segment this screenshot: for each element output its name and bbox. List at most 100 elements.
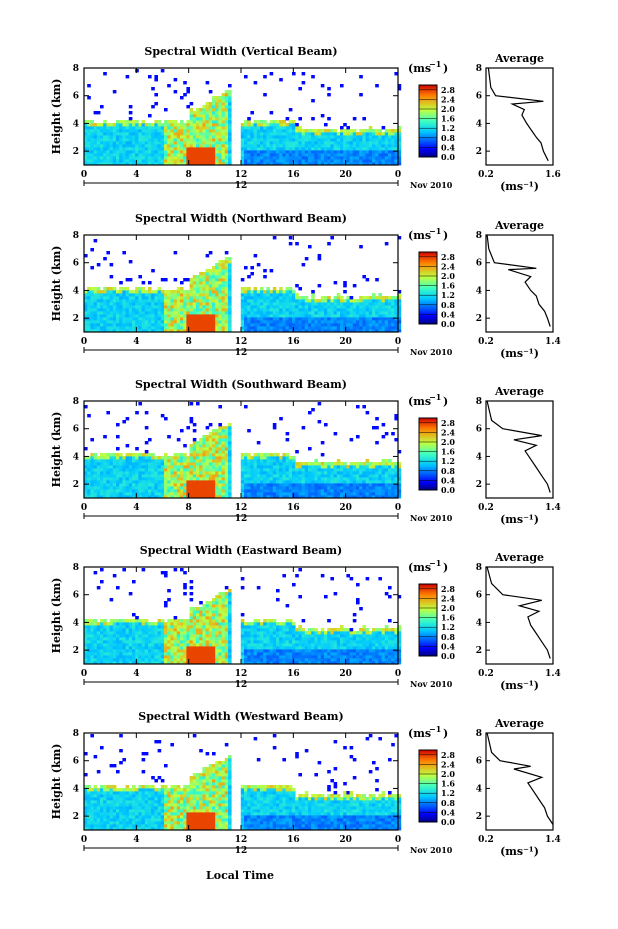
colorbar-tick-label: 1.6 [441, 281, 455, 291]
x-tick-label: 8 [186, 170, 192, 180]
x-tick-label: 0 [395, 337, 401, 347]
panel-1: Spectral Width (Vertical Beam) 2 4 6 8 Height… [50, 45, 561, 193]
colorbar-tick-label: 1.2 [441, 622, 455, 632]
chart-title: Spectral Width (Westward Beam) [138, 710, 343, 723]
colorbar-tick-label: 0.4 [441, 142, 455, 152]
y-tick-label: 8 [73, 397, 79, 407]
average-profile-line [486, 566, 551, 659]
average-y-tick-label: 4 [476, 286, 482, 296]
average-frame [485, 400, 554, 499]
colorbar-unit-exp: −1 [429, 558, 441, 568]
colorbar-tick-label: 2.8 [441, 584, 455, 594]
date-label: Nov 2010 [410, 845, 453, 855]
average-x-label: (ms⁻¹) [500, 679, 539, 692]
average-x-label: (ms⁻¹) [500, 347, 539, 360]
colorbar-unit-close: ) [443, 62, 448, 75]
average-title: Average [494, 551, 544, 564]
colorbar-tick-label: 0.4 [441, 475, 455, 485]
x-tick-label: 4 [133, 170, 139, 180]
x-tick-label: 20 [339, 835, 352, 845]
x-tick-label: 0 [81, 337, 87, 347]
x-tick-label: 4 [133, 337, 139, 347]
y-tick-label: 4 [73, 452, 79, 462]
average-profile-line [487, 67, 549, 162]
colorbar-unit: (ms [408, 62, 431, 75]
average-y-tick-label: 8 [476, 729, 482, 739]
colorbar [418, 417, 438, 491]
panel-4: Spectral Width (Eastward Beam) 2 4 6 8 Height… [50, 544, 561, 692]
average-x-label: (ms⁻¹) [500, 180, 539, 193]
colorbar-unit-exp: −1 [429, 59, 441, 69]
average-y-tick-label: 4 [476, 119, 482, 129]
colorbar-tick-label: 2.4 [441, 593, 455, 603]
x-tick-label: 12 [235, 337, 248, 347]
y-tick-label: 2 [73, 646, 79, 656]
x-tick-label: 4 [133, 835, 139, 845]
colorbar-tick-label: 1.6 [441, 613, 455, 623]
colorbar-tick-label: 1.2 [441, 290, 455, 300]
average-y-tick-label: 8 [476, 231, 482, 241]
average-x-tick-label: 1.4 [545, 835, 561, 845]
panel-5: Spectral Width (Westward Beam) 2 4 6 8 Height… [50, 710, 561, 858]
colorbar-tick-label: 2.8 [441, 418, 455, 428]
x-tick-label: 4 [133, 503, 139, 513]
heatmap-cells [84, 69, 402, 166]
colorbar-unit-close: ) [443, 561, 448, 574]
x-tick-label: 0 [395, 170, 401, 180]
y-tick-label: 6 [73, 591, 79, 601]
day-label: 12 [235, 846, 248, 856]
colorbar-unit: (ms [408, 727, 431, 740]
day-label: 12 [235, 181, 248, 191]
x-tick-label: 16 [287, 170, 300, 180]
colorbar-tick-label: 2.4 [441, 759, 455, 769]
average-title: Average [494, 385, 544, 398]
colorbar [418, 749, 438, 823]
colorbar-tick-label: 2.4 [441, 261, 455, 271]
average-x-label: (ms⁻¹) [500, 845, 539, 858]
y-tick-label: 8 [73, 729, 79, 739]
day-label: 12 [235, 680, 248, 690]
average-y-tick-label: 6 [476, 757, 482, 767]
panel-3: Spectral Width (Southward Beam) 2 4 6 8 Heigh… [50, 378, 561, 526]
y-tick-label: 4 [73, 286, 79, 296]
colorbar-tick-label: 0.4 [441, 641, 455, 651]
average-x-label: (ms⁻¹) [500, 513, 539, 526]
y-tick-label: 4 [73, 618, 79, 628]
y-axis-label: Height (km) [50, 412, 63, 488]
average-y-tick-label: 4 [476, 618, 482, 628]
chart-title: Spectral Width (Southward Beam) [135, 378, 347, 391]
colorbar [418, 583, 438, 657]
average-title: Average [494, 717, 544, 730]
y-tick-label: 6 [73, 92, 79, 102]
y-tick-label: 6 [73, 259, 79, 269]
average-y-tick-label: 8 [476, 397, 482, 407]
average-x-tick-label: 0.2 [478, 835, 494, 845]
day-label: 12 [235, 348, 248, 358]
date-label: Nov 2010 [410, 679, 453, 689]
y-tick-label: 8 [73, 231, 79, 241]
average-x-tick-label: 0.2 [478, 170, 494, 180]
x-tick-label: 20 [339, 503, 352, 513]
colorbar-tick-label: 1.6 [441, 779, 455, 789]
average-profile-line [486, 234, 551, 327]
heatmap-cells [84, 568, 402, 665]
average-x-tick-label: 1.4 [545, 503, 561, 513]
y-axis-label: Height (km) [50, 246, 63, 322]
average-y-tick-label: 2 [476, 646, 482, 656]
average-y-tick-label: 6 [476, 591, 482, 601]
average-y-tick-label: 6 [476, 425, 482, 435]
average-x-tick-label: 0.2 [478, 337, 494, 347]
date-label: Nov 2010 [410, 513, 453, 523]
average-frame [485, 234, 554, 333]
average-profile-line [486, 400, 551, 493]
y-tick-label: 2 [73, 480, 79, 490]
heatmap-cells [84, 734, 402, 831]
colorbar-unit: (ms [408, 561, 431, 574]
colorbar-tick-label: 1.6 [441, 114, 455, 124]
y-tick-label: 2 [73, 812, 79, 822]
colorbar-tick-label: 2.0 [441, 437, 455, 447]
colorbar-tick-label: 2.0 [441, 769, 455, 779]
colorbar-tick-label: 1.2 [441, 123, 455, 133]
x-tick-label: 4 [133, 669, 139, 679]
average-y-tick-label: 8 [476, 64, 482, 74]
